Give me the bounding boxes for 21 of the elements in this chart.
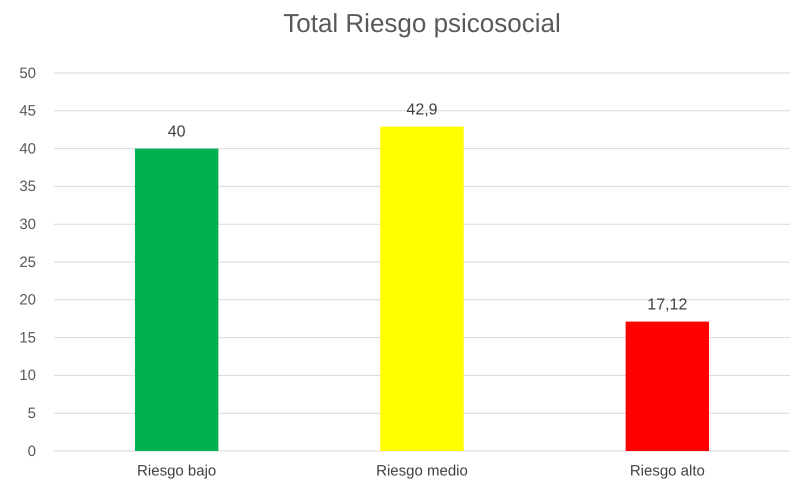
y-tick-label: 0 [28, 442, 36, 460]
y-tick-label: 15 [19, 329, 36, 346]
y-tick-label: 5 [28, 405, 36, 422]
data-label: 17,12 [647, 296, 688, 314]
data-label: 40 [168, 124, 186, 141]
x-tick-label: Riesgo bajo [137, 462, 216, 480]
bar [134, 148, 218, 451]
y-tick-label: 40 [19, 140, 36, 158]
x-tick-label: Riesgo alto [630, 462, 705, 480]
bar [380, 126, 464, 451]
y-tick-label: 10 [19, 367, 36, 384]
y-tick-label: 30 [19, 216, 36, 233]
y-tick-label: 35 [19, 178, 36, 196]
bar [626, 322, 710, 451]
y-tick-label: 45 [19, 102, 36, 120]
x-tick-label: Riesgo medio [376, 462, 468, 480]
y-tick-label: 25 [19, 254, 36, 271]
y-tick-label: 50 [19, 64, 36, 82]
y-tick-label: 20 [19, 292, 36, 309]
data-label: 42,9 [406, 102, 438, 119]
chart-title: Total Riesgo psicosocial [283, 8, 561, 38]
